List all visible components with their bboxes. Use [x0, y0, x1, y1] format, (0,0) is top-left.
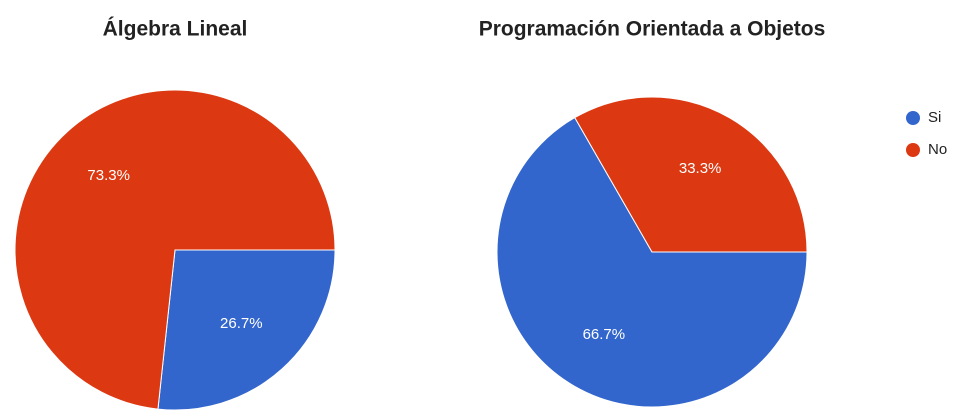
- chart-title: Programación Orientada a Objetos: [479, 18, 826, 41]
- chart-title: Álgebra Lineal: [103, 18, 248, 41]
- pie-slice: [157, 249, 336, 411]
- legend-swatch: [906, 143, 920, 157]
- slice-label: 26.7%: [220, 315, 263, 332]
- pie-slice: [496, 116, 808, 408]
- slice-label: 33.3%: [679, 160, 722, 177]
- slice-label: 66.7%: [583, 326, 626, 343]
- slice-label: 73.3%: [87, 167, 130, 184]
- pie-slice: [14, 89, 336, 410]
- legend-swatch: [906, 111, 920, 125]
- pie-slice: [574, 96, 808, 253]
- legend-label: No: [928, 141, 947, 158]
- legend-label: Si: [928, 109, 941, 126]
